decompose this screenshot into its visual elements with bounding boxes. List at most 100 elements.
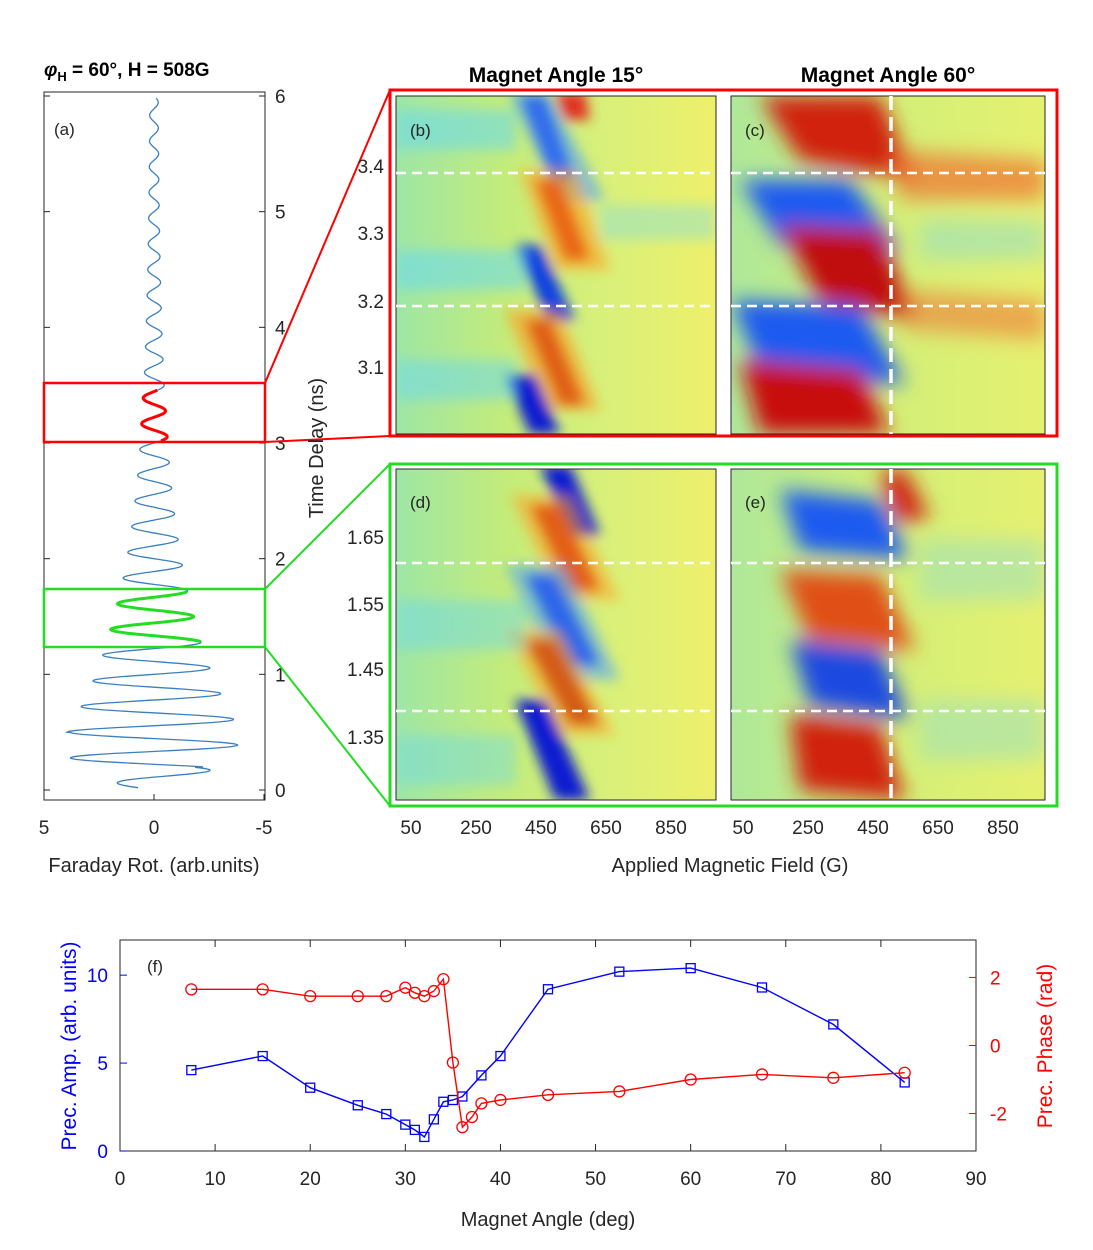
- panel-a-ytick-label: 1: [275, 665, 286, 686]
- maps-ylabel: Time Delay (ns): [306, 378, 328, 518]
- point-phase: [427, 984, 441, 998]
- point-amp: [400, 1119, 411, 1130]
- panel-f-right-ytick-label: 0: [990, 1037, 1001, 1058]
- maps-left-xtick-label: 650: [590, 818, 622, 839]
- panel-f-right-ticks: -2 0 2: [969, 968, 1007, 1126]
- zoom-line-top-2: [264, 435, 391, 443]
- maps-left-xtick-label: 450: [525, 818, 557, 839]
- panel-f-xtick-label: 40: [490, 1169, 511, 1190]
- maps-frame-top: [388, 88, 1059, 438]
- maps-right-xtick-label: 250: [792, 818, 824, 839]
- maps-bottom-ytick-label: 1.55: [347, 595, 384, 616]
- panel-a-ytick-label: 3: [275, 434, 286, 455]
- maps-x-ticks: 50 50 250 250 450 450 650 650 850 850: [400, 818, 1018, 839]
- panel-f-left-ytick-label: 0: [97, 1142, 108, 1163]
- maps-left-xtick-label: 50: [400, 818, 421, 839]
- maps-left-xtick-label: 850: [655, 818, 687, 839]
- point-amp: [305, 1082, 316, 1093]
- maps-y-ticks: 3.1 3.2 3.3 3.4 1.35 1.45 1.55 1.65: [347, 157, 384, 749]
- point-amp: [257, 1050, 268, 1062]
- maps-right-xtick-label: 850: [987, 818, 1019, 839]
- point-phase: [684, 1073, 697, 1086]
- panel-f-xlabel: Magnet Angle (deg): [461, 1209, 636, 1231]
- panel-f-x-ticks: 0 10 20 30 40 50 60 70 80 90: [115, 940, 987, 1190]
- point-phase: [446, 1056, 460, 1069]
- panel-f-right-ytick-label: 2: [990, 968, 1001, 989]
- panel-f-axes: [119, 939, 977, 1152]
- point-amp: [428, 1114, 440, 1125]
- panel-b-label: (b): [410, 121, 431, 140]
- point-phase: [465, 1110, 479, 1124]
- panel-a-ytick-label: 4: [275, 318, 286, 339]
- panel-e-label: (e): [745, 493, 766, 512]
- point-amp: [828, 1019, 839, 1030]
- panel-a-xtick-label: 0: [149, 818, 160, 839]
- panel-f: (f) 0 10 20 30 40 50 60 70 80 90 0 5 10 -2 0 2 Magnet…: [58, 939, 1057, 1231]
- maps-right-xtick-label: 450: [857, 818, 889, 839]
- zoom-line-bottom-2: [264, 646, 391, 807]
- panel-f-label: (f): [147, 957, 163, 976]
- point-amp: [419, 1131, 430, 1143]
- panel-a-label: (a): [54, 120, 75, 139]
- panel-f-xtick-label: 70: [775, 1169, 796, 1190]
- point-phase: [399, 981, 412, 994]
- panel-a-ytick-label: 5: [275, 203, 286, 224]
- point-amp: [614, 966, 625, 977]
- point-amp: [476, 1070, 487, 1081]
- panel-f-xtick-label: 30: [395, 1169, 416, 1190]
- point-phase: [541, 1088, 555, 1101]
- maps-top-ytick-label: 3.4: [358, 157, 385, 178]
- zoom-line-bottom-1: [264, 463, 391, 590]
- panel-f-xtick-label: 10: [205, 1169, 226, 1190]
- point-amp: [409, 1124, 420, 1136]
- point-phase: [755, 1068, 769, 1081]
- point-amp: [186, 1064, 197, 1076]
- panel-f-xtick-label: 80: [870, 1169, 891, 1190]
- panel-f-ylabel-right: Prec. Phase (rad): [1034, 964, 1057, 1129]
- point-amp: [495, 1050, 506, 1062]
- panel-f-left-ytick-label: 10: [87, 966, 108, 987]
- col-title-15: Magnet Angle 15°: [469, 64, 643, 87]
- panel-b: (b): [395, 95, 717, 435]
- maps-right-xtick-label: 650: [922, 818, 954, 839]
- panel-f-xtick-label: 60: [680, 1169, 701, 1190]
- point-phase: [418, 990, 431, 1003]
- point-amp: [685, 962, 696, 974]
- maps-frame-bottom: [388, 462, 1059, 808]
- point-phase: [351, 990, 364, 1003]
- panel-f-series: [185, 962, 911, 1143]
- faraday-trace-highlight-bottom: [108, 590, 202, 644]
- maps-right-xtick-label: 50: [732, 818, 753, 839]
- highlight-box-bottom: [42, 587, 267, 649]
- panel-d-label: (d): [410, 493, 431, 512]
- panel-a-title: φH = 60°, H = 508G: [44, 60, 210, 84]
- maps-top-ytick-label: 3.3: [358, 224, 384, 245]
- point-phase: [185, 983, 198, 996]
- panel-a-xtick-label: -5: [256, 818, 273, 839]
- panel-f-xtick-label: 0: [115, 1169, 126, 1190]
- panel-e: (e): [730, 468, 1046, 801]
- highlight-box-top: [42, 381, 267, 444]
- maps-bottom-ytick-label: 1.65: [347, 528, 384, 549]
- col-title-60: Magnet Angle 60°: [801, 64, 975, 87]
- maps-xlabel: Applied Magnetic Field (G): [612, 855, 849, 877]
- panel-a-xlabel: Faraday Rot. (arb.units): [48, 855, 259, 877]
- panel-a-ytick-label: 2: [275, 550, 286, 571]
- point-phase: [613, 1085, 626, 1098]
- point-amp: [756, 982, 768, 993]
- panel-f-xtick-label: 90: [965, 1169, 986, 1190]
- panel-a-xtick-label: 5: [39, 818, 50, 839]
- maps-bottom-ytick-label: 1.35: [347, 728, 384, 749]
- maps-bottom-ytick-label: 1.45: [347, 660, 384, 681]
- point-phase: [494, 1093, 507, 1107]
- series-line-phase: [191, 977, 905, 1129]
- point-phase: [304, 990, 317, 1003]
- point-phase: [256, 983, 269, 996]
- panel-a-ytick-label: 0: [275, 781, 286, 802]
- point-phase: [380, 990, 393, 1003]
- point-amp: [352, 1100, 363, 1111]
- point-phase: [827, 1071, 840, 1084]
- panel-f-left-ytick-label: 5: [97, 1054, 108, 1075]
